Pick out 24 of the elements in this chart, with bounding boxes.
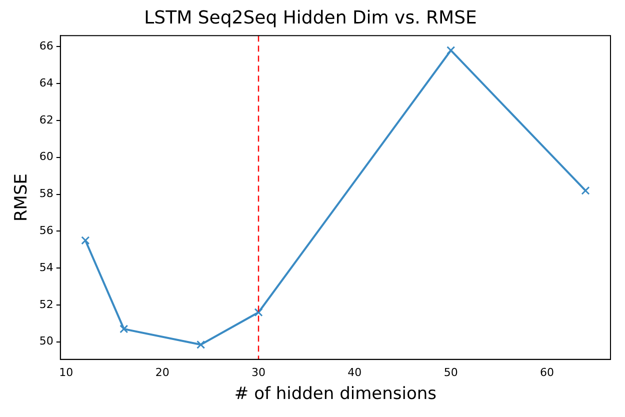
y-tick-label: 66 — [39, 40, 54, 53]
chart-title: LSTM Seq2Seq Hidden Dim vs. RMSE — [144, 7, 477, 28]
x-tick-label: 40 — [348, 366, 362, 379]
x-tick-label: 60 — [540, 366, 554, 379]
point — [254, 308, 263, 317]
point — [446, 46, 456, 55]
x-axis-title: # of hidden dimensions — [234, 384, 437, 404]
point — [120, 324, 128, 334]
x-tick-label: 20 — [155, 366, 170, 379]
y-tick-label: 64 — [39, 76, 54, 90]
x-tick-label: 30 — [252, 366, 266, 379]
point — [581, 186, 590, 195]
y-tick-label: 50 — [39, 334, 54, 348]
y-tick-label: 54 — [39, 260, 54, 274]
y-tick-label: 52 — [39, 298, 54, 311]
x-tick-label: 50 — [444, 366, 458, 379]
point — [81, 236, 90, 245]
point — [196, 340, 206, 349]
y-axis-title: RMSE — [12, 173, 32, 222]
y-tick-label: 56 — [39, 224, 54, 238]
y-tick-label: 58 — [39, 187, 54, 200]
y-tick-label: 62 — [39, 113, 54, 126]
y-tick-label: 60 — [39, 150, 54, 164]
x-tick-label: 10 — [59, 366, 74, 379]
